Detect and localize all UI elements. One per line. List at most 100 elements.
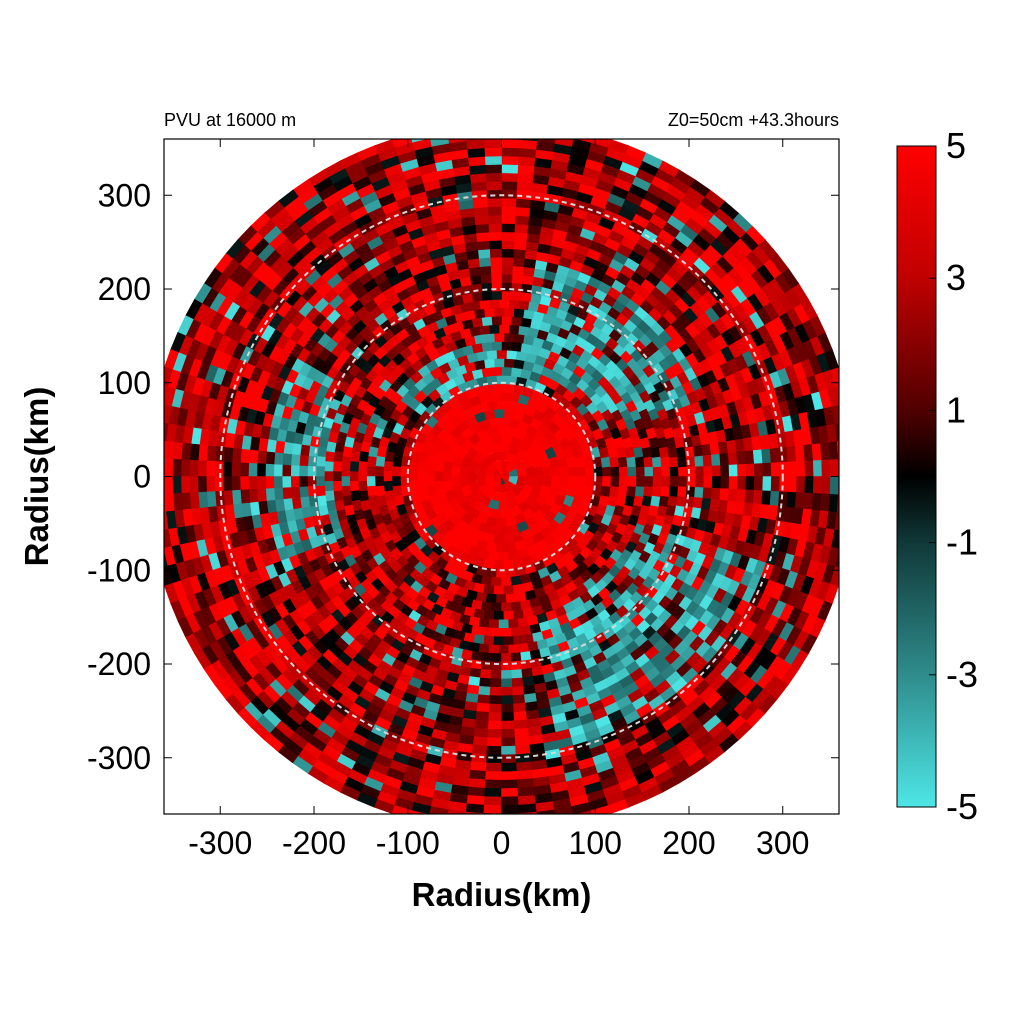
pv-cell [466, 147, 486, 158]
pv-cell [478, 685, 491, 696]
pv-cell [483, 610, 495, 621]
pv-cell [383, 460, 394, 473]
pv-cell [651, 485, 662, 497]
pv-cell [513, 711, 528, 722]
pv-cell [485, 172, 502, 182]
pv-cell [479, 677, 492, 688]
pv-cell [585, 465, 595, 477]
pv-cell [829, 458, 839, 477]
pv-cell [498, 551, 510, 562]
pv-cell [505, 349, 518, 360]
pv-cell [164, 386, 176, 407]
pv-cell [702, 486, 713, 499]
pv-cell [719, 487, 730, 501]
pv-cell [550, 476, 561, 488]
pv-cell [517, 155, 536, 167]
pv-cell [501, 804, 520, 814]
pv-cell [383, 471, 393, 482]
pv-cell [503, 358, 515, 368]
pv-cell [515, 198, 531, 209]
pv-cell [512, 685, 525, 696]
pv-cell [164, 511, 169, 531]
pv-cell [510, 316, 522, 327]
pv-cell [501, 239, 515, 250]
pv-cell [512, 257, 525, 268]
pv-cell [172, 492, 183, 512]
pv-cell [520, 291, 532, 302]
pv-cell [728, 463, 739, 477]
x-axis: -300 -200 -100 0 100 200 300 [188, 139, 809, 861]
pv-cell [501, 231, 515, 241]
pv-cell [831, 528, 839, 549]
x-axis-title: Radius(km) [412, 876, 592, 913]
pv-cell [495, 400, 508, 410]
pv-cell [180, 459, 191, 477]
pv-cell [349, 480, 360, 492]
pv-cell [467, 786, 486, 798]
pv-cell [503, 383, 515, 394]
pv-cell [627, 466, 637, 477]
pv-cell [484, 163, 502, 174]
pv-cell [538, 818, 557, 829]
pv-cell [485, 771, 502, 781]
pv-cell [273, 476, 283, 489]
pv-cell [366, 466, 376, 477]
pv-cell [485, 593, 498, 604]
pv-cell [446, 818, 465, 829]
pv-cell [374, 476, 385, 488]
pv-cell [502, 122, 521, 131]
pv-cell [752, 489, 764, 505]
pv-cell [357, 460, 368, 473]
pv-cell [164, 550, 168, 568]
pv-cell [483, 122, 502, 131]
colorbar-tick-label: -5 [946, 786, 978, 827]
pv-cell [720, 476, 730, 489]
pv-cell [496, 349, 507, 359]
pv-cell [719, 452, 730, 466]
pv-cell [694, 454, 705, 467]
pv-cell [490, 273, 502, 284]
pv-cell [847, 477, 856, 496]
pv-cell [617, 485, 629, 498]
pv-cell [516, 761, 533, 772]
pv-cell [803, 443, 814, 461]
pv-cell [493, 358, 505, 368]
pv-cell [486, 197, 502, 208]
pv-cell [804, 476, 815, 494]
pv-cell [512, 694, 526, 705]
pv-cell [172, 476, 182, 495]
pv-cell [248, 462, 258, 477]
pv-cell [481, 652, 493, 663]
pv-cell [468, 778, 486, 789]
pv-cell [487, 223, 502, 233]
pv-cell [838, 476, 839, 495]
pv-cell [239, 489, 251, 505]
pv-cell [488, 551, 500, 562]
pv-cell [652, 466, 663, 477]
pv-cell [429, 806, 450, 814]
pv-cell [491, 315, 502, 326]
pv-cell [475, 231, 490, 242]
pv-cell [812, 459, 823, 477]
pv-cell [794, 444, 806, 462]
pv-cell [214, 461, 224, 477]
pv-cell [374, 485, 386, 498]
pv-cell [520, 123, 539, 133]
pv-cell [514, 727, 530, 739]
pv-cell [223, 490, 234, 506]
colorbar: 5 3 1 -1 -3 -5 [896, 125, 978, 827]
pv-cell [239, 448, 251, 464]
pv-cell [315, 476, 325, 487]
pv-cell [503, 332, 515, 343]
pv-cell [590, 139, 612, 148]
pv-cell [281, 464, 292, 477]
pv-cell [491, 602, 502, 612]
pv-cell [471, 291, 483, 302]
pv-cell [324, 471, 334, 482]
pv-cell [341, 485, 352, 497]
title-right: Z0=50cm +43.3hours [668, 110, 839, 130]
pv-cell [669, 466, 680, 477]
pv-cell [513, 333, 525, 344]
pv-cell [556, 127, 576, 139]
pv-cell [508, 644, 520, 654]
